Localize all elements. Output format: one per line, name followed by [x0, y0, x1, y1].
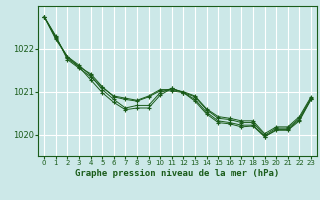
X-axis label: Graphe pression niveau de la mer (hPa): Graphe pression niveau de la mer (hPa) [76, 169, 280, 178]
